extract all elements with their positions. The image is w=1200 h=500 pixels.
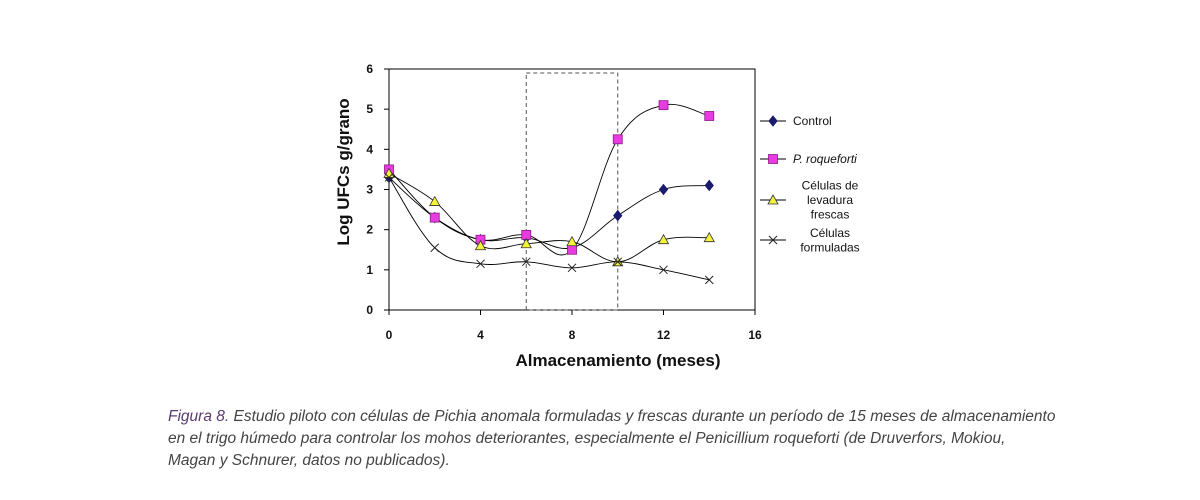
data-point bbox=[430, 243, 440, 253]
data-point bbox=[567, 263, 577, 273]
data-point bbox=[384, 173, 394, 182]
legend-marker bbox=[767, 194, 779, 205]
x-tick-label: 12 bbox=[657, 328, 671, 342]
x-axis-ticks: 0 4 8 12 16 bbox=[386, 310, 762, 342]
caption-figure-label: Figura 8. bbox=[168, 408, 230, 425]
legend-entry-2: P. roqueforti bbox=[760, 152, 857, 166]
x-tick-label: 16 bbox=[748, 328, 762, 342]
y-tick-label: 0 bbox=[366, 303, 373, 317]
legend-label: P. roqueforti bbox=[793, 152, 857, 166]
x-tick-label: 4 bbox=[477, 328, 484, 342]
legend-label: levadura bbox=[807, 193, 853, 207]
figure-caption: Figura 8. Estudio piloto con células de … bbox=[168, 406, 1068, 472]
legend-label: Células bbox=[810, 226, 850, 240]
y-tick-label: 5 bbox=[366, 102, 373, 116]
legend-label: Células de bbox=[802, 179, 859, 193]
y-axis-ticks: 0 1 2 3 4 5 6 bbox=[366, 62, 389, 317]
legend-label: frescas bbox=[811, 208, 850, 222]
legend-label: Control bbox=[793, 114, 832, 128]
x-tick-label: 0 bbox=[386, 328, 393, 342]
data-point bbox=[520, 237, 532, 249]
series-layer bbox=[383, 100, 715, 285]
data-point bbox=[521, 257, 531, 267]
series-2 bbox=[384, 100, 715, 256]
data-point bbox=[704, 179, 714, 192]
legend-marker bbox=[768, 154, 778, 164]
y-tick-label: 4 bbox=[366, 142, 373, 156]
data-point bbox=[704, 111, 715, 121]
x-tick-label: 8 bbox=[569, 328, 576, 342]
caption-line-2: en el trigo húmedo para controlar los mo… bbox=[168, 430, 1006, 447]
data-point bbox=[704, 275, 714, 285]
data-point bbox=[659, 265, 668, 275]
plot-area bbox=[388, 68, 756, 311]
legend-marker bbox=[768, 235, 778, 245]
x-axis-title: Almacenamiento (meses) bbox=[515, 351, 720, 370]
data-point bbox=[612, 134, 623, 145]
data-point bbox=[613, 257, 623, 267]
data-point bbox=[429, 212, 440, 223]
data-point bbox=[658, 100, 669, 111]
legend: Control P. roqueforti Células delevadurafr… bbox=[760, 114, 860, 254]
y-tick-label: 6 bbox=[366, 62, 373, 76]
legend-entry-1: Control bbox=[760, 114, 832, 128]
data-point bbox=[613, 209, 623, 222]
y-tick-label: 3 bbox=[366, 183, 373, 197]
legend-label: formuladas bbox=[800, 240, 859, 254]
series-4 bbox=[384, 173, 714, 285]
caption-text-1: Estudio piloto con células de Pichia ano… bbox=[229, 408, 1056, 425]
data-point bbox=[567, 244, 577, 255]
legend-marker bbox=[768, 115, 778, 127]
data-point bbox=[658, 183, 669, 196]
y-axis-title: Log UFCs g/grano bbox=[334, 98, 353, 245]
y-tick-label: 1 bbox=[366, 263, 373, 277]
caption-line-1: Figura 8. Estudio piloto con células de … bbox=[168, 406, 1068, 428]
data-point bbox=[703, 231, 715, 243]
data-point bbox=[429, 195, 441, 206]
data-point bbox=[566, 235, 578, 247]
data-point bbox=[657, 233, 670, 245]
y-tick-label: 2 bbox=[366, 223, 373, 237]
data-point bbox=[474, 239, 487, 251]
data-point bbox=[476, 259, 485, 269]
caption-line-3: Magan y Schnurer, datos no publicados). bbox=[168, 452, 450, 469]
